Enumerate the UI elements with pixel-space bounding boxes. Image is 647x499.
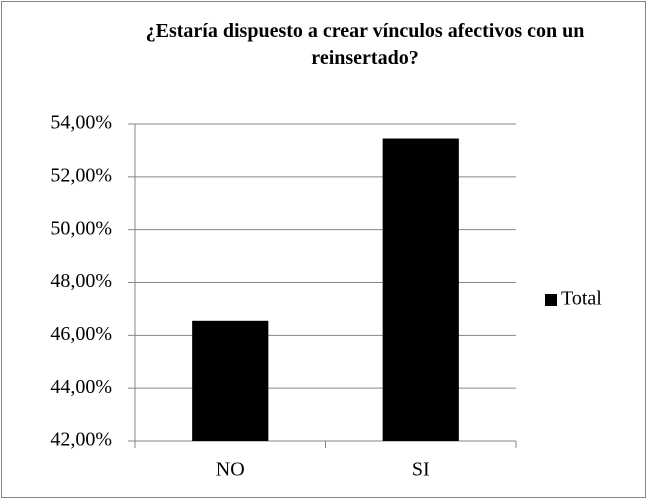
bar [382,138,459,441]
y-tick-label: 48,00% [50,270,112,292]
y-tick-label: 50,00% [50,217,112,239]
chart-title: ¿Estaría dispuesto a crear vínculos afec… [145,20,585,69]
bar [192,320,269,441]
y-tick-label: 42,00% [50,429,112,451]
y-tick-label: 52,00% [50,164,112,186]
y-tick-label: 54,00% [50,112,112,134]
legend-label: Total [561,288,602,310]
y-tick-label: 46,00% [50,323,112,345]
x-tick-label: NO [216,459,245,481]
y-tick-label: 44,00% [50,376,112,398]
legend-swatch [545,294,557,306]
x-tick-label: SI [412,459,430,481]
